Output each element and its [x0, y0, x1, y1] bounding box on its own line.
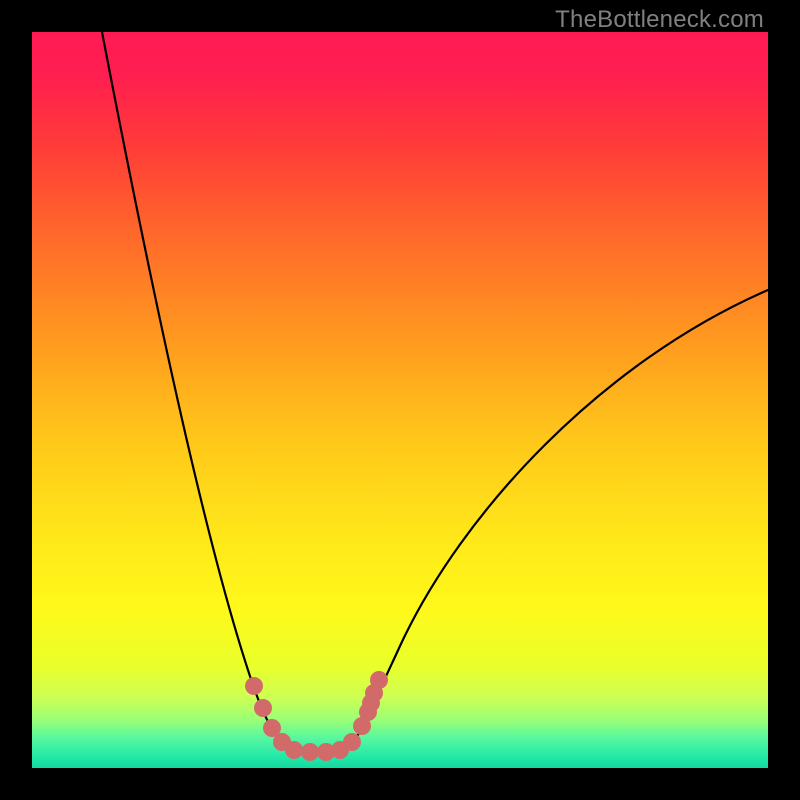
- threshold-marker: [245, 677, 263, 695]
- chart-frame: [32, 32, 768, 768]
- threshold-markers-group: [245, 671, 388, 761]
- bottleneck-curve: [102, 32, 768, 752]
- threshold-marker: [301, 743, 319, 761]
- threshold-marker: [370, 671, 388, 689]
- canvas-root: TheBottleneck.com: [0, 0, 800, 800]
- threshold-marker: [343, 733, 361, 751]
- chart-svg-layer: [32, 32, 768, 768]
- threshold-marker: [254, 699, 272, 717]
- threshold-marker: [285, 741, 303, 759]
- watermark-text: TheBottleneck.com: [555, 6, 764, 34]
